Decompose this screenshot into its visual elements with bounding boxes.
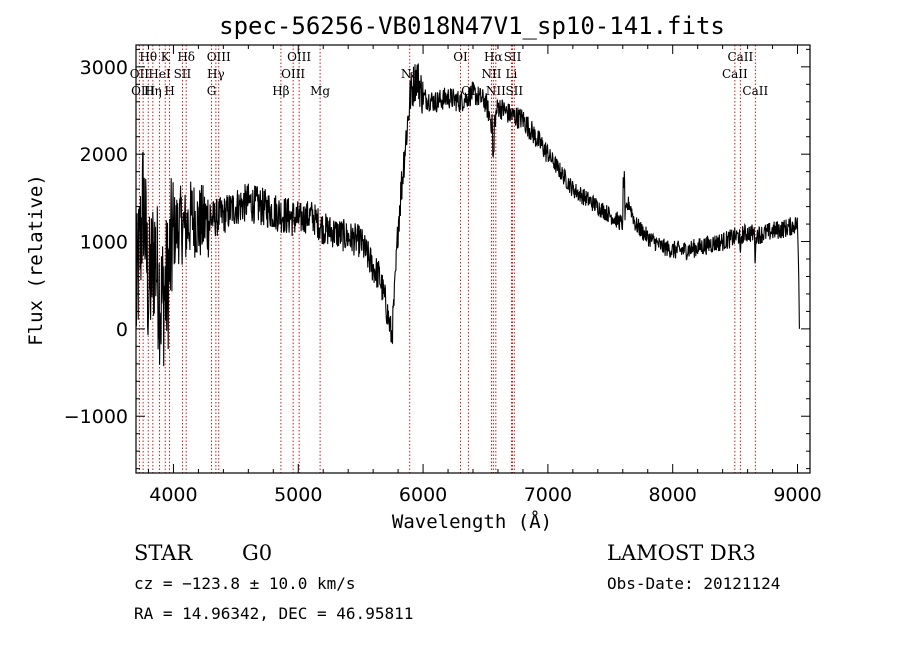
- x-tick-label: 8000: [649, 484, 697, 506]
- redshift-cz: cz = −123.8 ± 10.0 km/s: [134, 574, 356, 593]
- spectrum-series-line: [136, 63, 800, 367]
- spectral-line-label: OIII: [207, 50, 231, 64]
- x-tick-label: 5000: [274, 484, 322, 506]
- spectral-line-label: G: [207, 84, 217, 98]
- spectral-line-label: Hη: [144, 84, 162, 98]
- spectral-line-label: OIII: [131, 84, 155, 98]
- y-tick-label: 2000: [80, 144, 128, 166]
- spectral-line-label: K: [161, 50, 171, 64]
- spectral-line-label: NII: [486, 84, 506, 98]
- spectral-line-label: CaII: [742, 84, 768, 98]
- spectral-line-label: NII: [481, 67, 501, 81]
- spectral-line-label: OIII: [287, 50, 311, 64]
- plot-frame: [135, 44, 811, 474]
- spectral-line-label: Hγ: [207, 67, 225, 81]
- x-tick-label: 6000: [399, 484, 447, 506]
- spectral-line-label: OIII: [281, 67, 305, 81]
- spectral-line-label: OI: [453, 50, 468, 64]
- ra-dec: RA = 14.96342, DEC = 46.95811: [134, 604, 413, 623]
- x-tick-label: 7000: [524, 484, 572, 506]
- object-class: STAR: [134, 541, 193, 565]
- axis-tick-labels-layer: 4000 5000 6000 7000 8000 9000 −1000 0 1000 2000 30…: [64, 57, 822, 506]
- y-axis-label: Flux (relative): [25, 174, 47, 346]
- spectral-line-label: SII: [174, 67, 192, 81]
- spectral-line-label: HeI: [148, 67, 171, 81]
- x-tick-label: 4000: [149, 484, 197, 506]
- spectral-line-label: CaII: [722, 67, 748, 81]
- y-tick-label: 3000: [80, 57, 128, 79]
- spectral-line-label: Mg: [310, 84, 330, 98]
- spectral-line-label: Hδ: [177, 50, 195, 64]
- x-axis-label: Wavelength (Å): [392, 510, 552, 533]
- chart-title: spec-56256-VB018N47V1_sp10-141.fits: [219, 12, 725, 40]
- axis-ticks-layer: [136, 45, 810, 473]
- y-tick-label: 1000: [80, 232, 128, 254]
- x-tick-label: 9000: [773, 484, 821, 506]
- spectral-line-label: H: [164, 84, 174, 98]
- spectral-line-label: Hα: [484, 50, 503, 64]
- survey-name: LAMOST DR3: [607, 541, 756, 565]
- spectral-line-label: SII: [505, 84, 523, 98]
- spectral-line-label: Hθ: [139, 50, 157, 64]
- spectral-line-label: Li: [506, 67, 518, 81]
- spectral-line-label: CaII: [727, 50, 753, 64]
- spectral-line-label: SII: [504, 50, 522, 64]
- obs-date: Obs-Date: 20121124: [607, 574, 780, 593]
- y-tick-label: −1000: [64, 406, 128, 428]
- object-subclass: G0: [242, 541, 272, 565]
- spectral-line-label: OII: [130, 67, 150, 81]
- spectral-line-label: Hβ: [272, 84, 289, 98]
- spectral-lines-layer: [138, 45, 756, 473]
- y-tick-label: 0: [116, 319, 128, 341]
